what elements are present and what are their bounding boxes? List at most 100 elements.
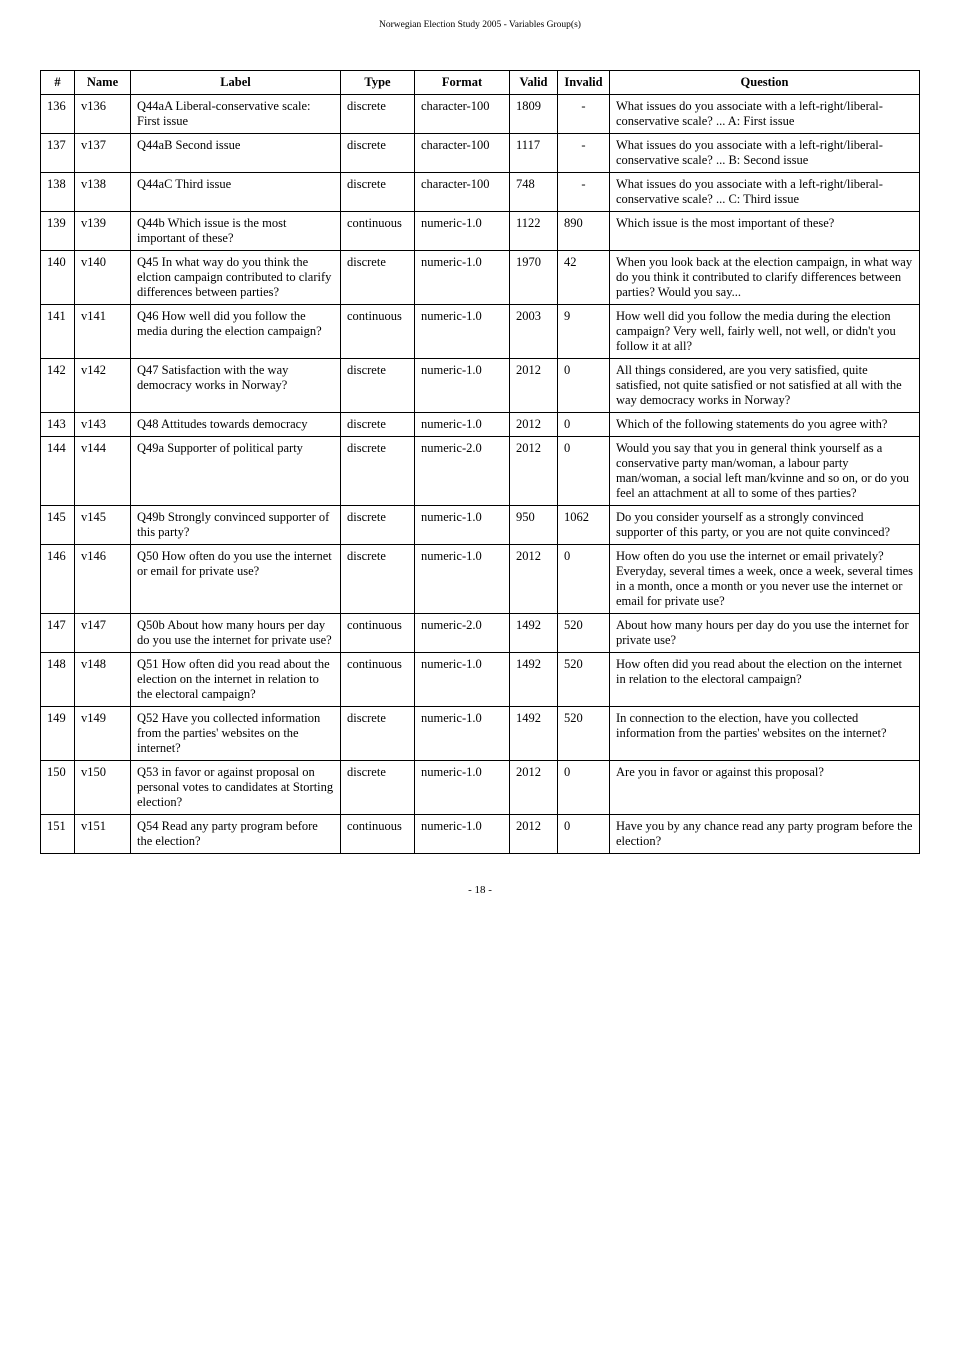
cell-name: v147 [75,614,131,653]
cell-label: Q46 How well did you follow the media du… [131,305,341,359]
cell-num: 141 [41,305,75,359]
cell-label: Q49b Strongly convinced supporter of thi… [131,506,341,545]
cell-question: How often do you use the internet or ema… [610,545,920,614]
cell-type: discrete [341,545,415,614]
table-row: 140v140Q45 In what way do you think the … [41,251,920,305]
col-num: # [41,71,75,95]
cell-question: How often did you read about the electio… [610,653,920,707]
table-header-row: # Name Label Type Format Valid Invalid Q… [41,71,920,95]
cell-type: discrete [341,707,415,761]
cell-valid: 2012 [510,437,558,506]
cell-valid: 1492 [510,653,558,707]
cell-format: numeric-1.0 [415,545,510,614]
cell-invalid: - [558,173,610,212]
cell-valid: 1970 [510,251,558,305]
cell-valid: 1117 [510,134,558,173]
cell-type: discrete [341,251,415,305]
cell-name: v140 [75,251,131,305]
cell-type: continuous [341,212,415,251]
cell-invalid: 0 [558,761,610,815]
cell-format: numeric-2.0 [415,437,510,506]
cell-name: v149 [75,707,131,761]
cell-valid: 1492 [510,707,558,761]
col-valid: Valid [510,71,558,95]
cell-valid: 950 [510,506,558,545]
table-row: 138v138Q44aC Third issuediscretecharacte… [41,173,920,212]
cell-valid: 1122 [510,212,558,251]
cell-type: continuous [341,305,415,359]
cell-num: 145 [41,506,75,545]
cell-label: Q48 Attitudes towards democracy [131,413,341,437]
cell-format: numeric-1.0 [415,413,510,437]
cell-invalid: 520 [558,653,610,707]
cell-question: Are you in favor or against this proposa… [610,761,920,815]
table-row: 145v145Q49b Strongly convinced supporter… [41,506,920,545]
cell-name: v139 [75,212,131,251]
cell-format: numeric-1.0 [415,707,510,761]
cell-invalid: 0 [558,545,610,614]
cell-valid: 1809 [510,95,558,134]
cell-label: Q44aA Liberal-conservative scale: First … [131,95,341,134]
cell-question: When you look back at the election campa… [610,251,920,305]
cell-name: v145 [75,506,131,545]
cell-invalid: 0 [558,815,610,854]
cell-question: Have you by any chance read any party pr… [610,815,920,854]
cell-invalid: 890 [558,212,610,251]
cell-name: v142 [75,359,131,413]
cell-invalid: 520 [558,614,610,653]
col-question: Question [610,71,920,95]
table-row: 147v147Q50b About how many hours per day… [41,614,920,653]
cell-question: What issues do you associate with a left… [610,173,920,212]
cell-num: 137 [41,134,75,173]
cell-type: discrete [341,95,415,134]
cell-label: Q49a Supporter of political party [131,437,341,506]
col-name: Name [75,71,131,95]
cell-format: numeric-1.0 [415,653,510,707]
cell-num: 151 [41,815,75,854]
cell-num: 149 [41,707,75,761]
cell-question: In connection to the election, have you … [610,707,920,761]
cell-valid: 2012 [510,545,558,614]
table-row: 137v137Q44aB Second issuediscretecharact… [41,134,920,173]
cell-name: v141 [75,305,131,359]
cell-invalid: 9 [558,305,610,359]
table-row: 148v148Q51 How often did you read about … [41,653,920,707]
table-row: 151v151Q54 Read any party program before… [41,815,920,854]
cell-label: Q54 Read any party program before the el… [131,815,341,854]
cell-question: Which issue is the most important of the… [610,212,920,251]
table-row: 142v142Q47 Satisfaction with the way dem… [41,359,920,413]
cell-name: v137 [75,134,131,173]
table-row: 139v139Q44b Which issue is the most impo… [41,212,920,251]
cell-question: About how many hours per day do you use … [610,614,920,653]
cell-num: 147 [41,614,75,653]
cell-valid: 1492 [510,614,558,653]
cell-label: Q44aC Third issue [131,173,341,212]
table-row: 144v144Q49a Supporter of political party… [41,437,920,506]
cell-valid: 2012 [510,761,558,815]
col-invalid: Invalid [558,71,610,95]
cell-label: Q52 Have you collected information from … [131,707,341,761]
cell-type: discrete [341,359,415,413]
cell-invalid: 0 [558,359,610,413]
cell-num: 139 [41,212,75,251]
col-type: Type [341,71,415,95]
cell-name: v138 [75,173,131,212]
cell-question: Do you consider yourself as a strongly c… [610,506,920,545]
cell-invalid: 0 [558,437,610,506]
variables-table: # Name Label Type Format Valid Invalid Q… [40,70,920,854]
cell-num: 148 [41,653,75,707]
cell-question: Would you say that you in general think … [610,437,920,506]
cell-invalid: - [558,134,610,173]
cell-question: How well did you follow the media during… [610,305,920,359]
cell-label: Q51 How often did you read about the ele… [131,653,341,707]
table-row: 149v149Q52 Have you collected informatio… [41,707,920,761]
cell-format: numeric-2.0 [415,614,510,653]
cell-question: All things considered, are you very sati… [610,359,920,413]
cell-num: 150 [41,761,75,815]
cell-label: Q47 Satisfaction with the way democracy … [131,359,341,413]
cell-label: Q50 How often do you use the internet or… [131,545,341,614]
cell-label: Q44b Which issue is the most important o… [131,212,341,251]
cell-name: v136 [75,95,131,134]
cell-name: v143 [75,413,131,437]
cell-num: 138 [41,173,75,212]
